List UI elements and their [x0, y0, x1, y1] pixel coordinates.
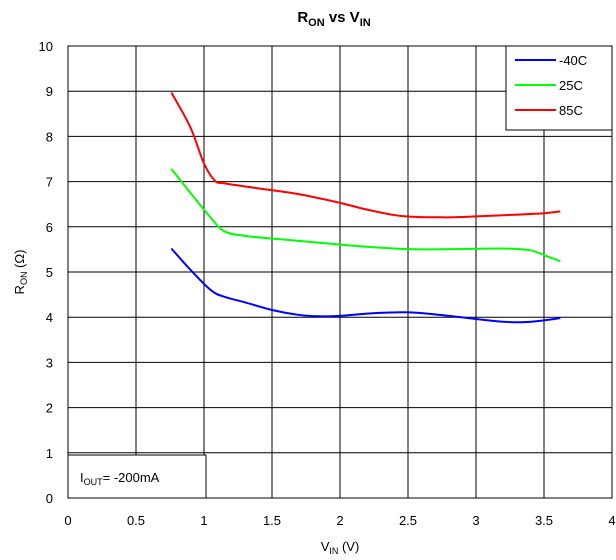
legend-label: -40C	[559, 53, 587, 68]
x-tick-label: 3.5	[535, 513, 553, 528]
x-tick-label: 2.5	[399, 513, 417, 528]
iout-annotation-text: IOUT= -200mA	[80, 470, 160, 487]
x-tick-label: 2	[336, 513, 343, 528]
x-tick-label: 1.5	[263, 513, 281, 528]
x-axis-label: VIN (V)	[321, 539, 360, 556]
series-line-25C	[170, 168, 561, 263]
x-tick-label: 4	[608, 513, 615, 528]
x-tick-label: 0.5	[127, 513, 145, 528]
y-axis-ticks: 0 1 2 3 4 5 6 7 8 9 10	[39, 39, 53, 506]
legend: -40C 25C 85C	[505, 45, 613, 131]
iout-annotation: IOUT= -200mA	[67, 454, 207, 499]
legend-label: 25C	[559, 78, 583, 93]
y-tick-label: 8	[46, 129, 53, 144]
y-tick-label: 0	[46, 491, 53, 506]
y-tick-label: 9	[46, 84, 53, 99]
y-tick-label: 7	[46, 175, 53, 190]
y-axis-label: RON (Ω)	[12, 250, 29, 295]
series-line-85C	[170, 92, 561, 219]
y-tick-label: 10	[39, 39, 53, 54]
y-tick-label: 1	[46, 446, 53, 461]
x-axis-ticks: 0 0.5 1 1.5 2 2.5 3 3.5 4	[64, 513, 615, 528]
y-tick-label: 2	[46, 401, 53, 416]
series-lines	[170, 92, 561, 324]
y-tick-label: 4	[46, 310, 53, 325]
x-tick-label: 1	[200, 513, 207, 528]
x-tick-label: 0	[64, 513, 71, 528]
x-tick-label: 3	[472, 513, 479, 528]
chart-title: RON vs VIN	[297, 9, 370, 29]
series-line--40C	[170, 247, 561, 324]
legend-label: 85C	[559, 103, 583, 118]
y-tick-label: 5	[46, 265, 53, 280]
gridlines	[68, 46, 612, 498]
y-tick-label: 6	[46, 220, 53, 235]
y-tick-label: 3	[46, 355, 53, 370]
